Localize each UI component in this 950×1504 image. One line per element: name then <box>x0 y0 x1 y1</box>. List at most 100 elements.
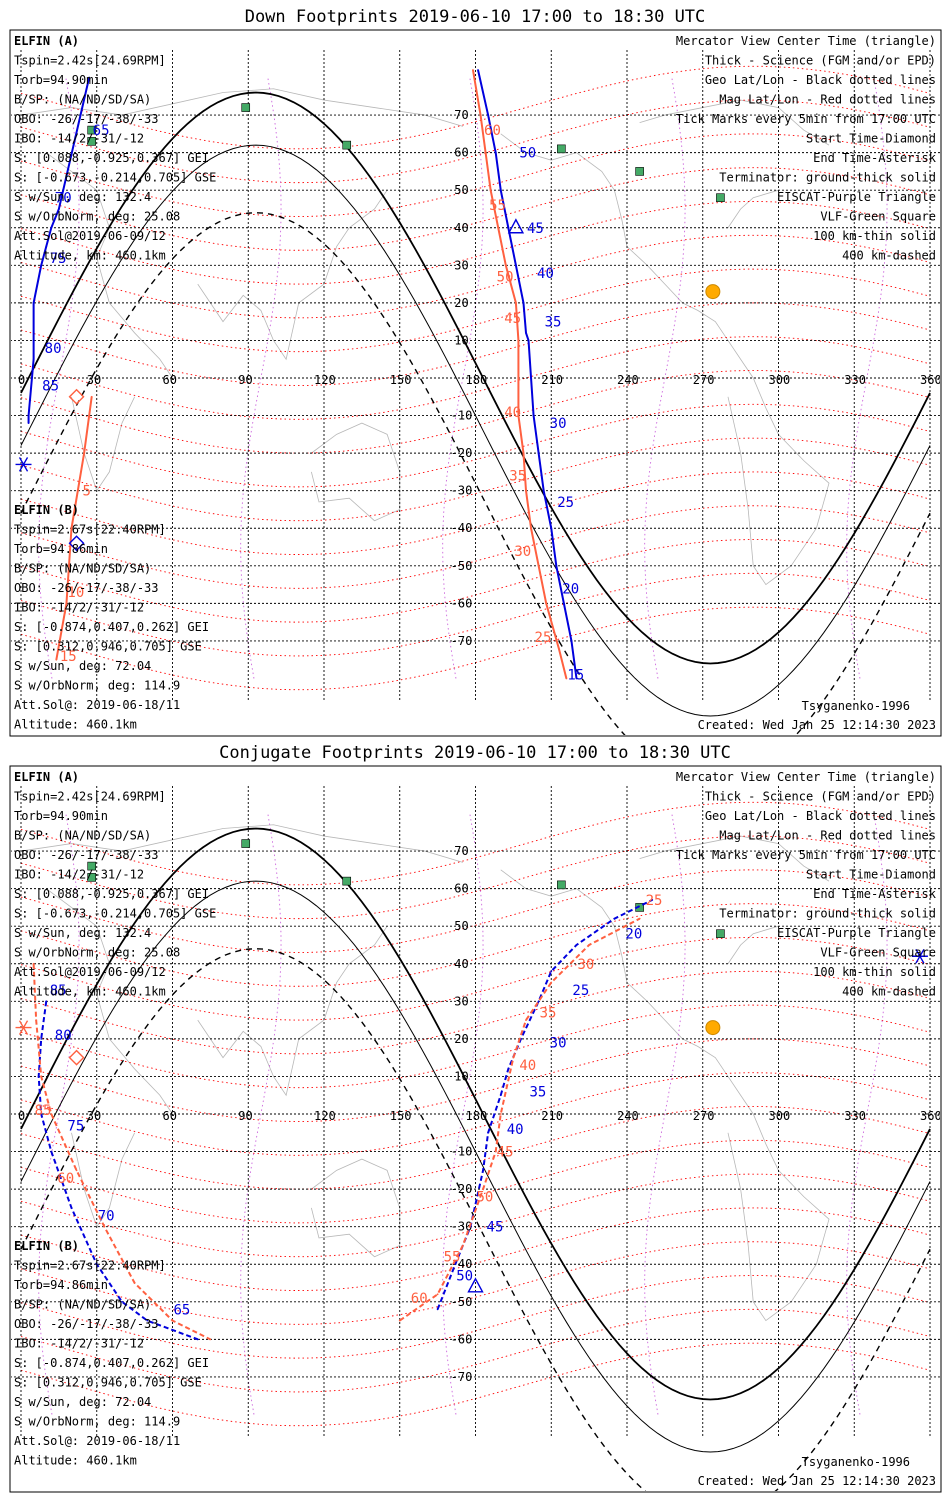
elfin-a-info-line: Att.Sol@2019-06-09/12 <box>14 965 166 979</box>
terminator-100km <box>20 880 931 1453</box>
y-tick-label: -20 <box>451 446 473 460</box>
series-point <box>45 1000 48 1003</box>
y-tick-label: 70 <box>454 844 468 858</box>
elfin-b-info-line: IBO: -14/2/-31/-12 <box>14 601 144 615</box>
end-asterisk-marker <box>18 1020 29 1035</box>
vlf-station-marker <box>342 140 352 150</box>
time-tick-label: 30 <box>514 544 531 560</box>
elfin-a-name: ELFIN (A) <box>14 770 79 784</box>
elfin-a-info-line: B/SP: (NA/ND/SD/SA) <box>14 93 151 107</box>
vlf-station-marker <box>241 839 251 848</box>
y-tick-label: -50 <box>451 1295 473 1309</box>
elfin-b-name: ELFIN (B) <box>14 1239 79 1253</box>
series-point <box>32 358 35 361</box>
mag-lat-line <box>20 268 931 353</box>
elfin-b-info-line: Tspin=2.67s[22.40RPM] <box>14 1259 166 1273</box>
coastline-5 <box>500 869 729 1077</box>
y-tick-label: -70 <box>451 1370 473 1384</box>
series-point <box>472 69 474 71</box>
elfin-a-info-line: S w/OrbNorm, deg: 25.08 <box>14 210 180 224</box>
time-tick-label: 50 <box>476 1190 493 1206</box>
time-tick-label: 20 <box>562 581 579 597</box>
series-point <box>103 1225 106 1228</box>
elfin-b-info-line: OBO: -26/-17/-38/-33 <box>14 581 159 595</box>
y-tick-label: 50 <box>454 183 468 197</box>
series-point <box>75 1169 78 1172</box>
coastline-6 <box>727 340 830 586</box>
series-elfin-a- <box>37 1001 199 1341</box>
y-tick-label: -60 <box>451 596 473 610</box>
time-tick-label: 25 <box>535 630 552 646</box>
series-point <box>550 970 553 973</box>
mag-meridian <box>644 813 686 1415</box>
series-point <box>494 151 497 154</box>
series-point <box>532 414 535 417</box>
series-point <box>545 602 548 605</box>
elfin-b-info-line: S: [-0.874,0.407,0.262] GEI <box>14 1356 209 1370</box>
info-blocks: ELFIN (A) Tspin=2.42s[24.69RPM] Torb=94.90… <box>14 770 216 1468</box>
legend-entry: Start Time-Diamond <box>806 132 936 146</box>
elfin-a-info-line: S w/Sun, deg: 132.4 <box>14 926 151 940</box>
series-point <box>57 208 60 210</box>
mag-lat-line <box>20 1308 931 1393</box>
legend-entry: Terminator: ground-thick solid <box>719 907 936 921</box>
mag-lat-line <box>20 1004 931 1089</box>
series-point <box>542 489 545 492</box>
time-tick-label: 25 <box>646 893 663 909</box>
series-point <box>40 1113 43 1115</box>
mag-lat-line <box>20 336 931 420</box>
time-tick-label: 35 <box>529 1084 546 1100</box>
x-tick-label: 210 <box>541 373 563 387</box>
legend-entry: 100 km-thin solid <box>813 229 936 243</box>
mag-meridian <box>240 77 282 679</box>
time-tick-label: 80 <box>45 341 62 357</box>
vlf-station-marker <box>635 167 644 176</box>
series-point <box>522 301 525 304</box>
series-point <box>40 1037 43 1040</box>
series-point <box>70 527 73 530</box>
legend-entry: VLF-Green Square <box>820 946 936 960</box>
x-tick-label: 30 <box>87 1109 101 1123</box>
series-point <box>70 1207 73 1209</box>
vlf-station-marker <box>342 876 352 886</box>
x-tick-label: 270 <box>693 373 715 387</box>
start-diamond-marker <box>68 388 85 405</box>
legend-entry: Start Time-Diamond <box>806 868 936 882</box>
series-point <box>555 564 558 567</box>
coastline-8 <box>727 189 779 228</box>
start-diamond-marker <box>68 535 85 552</box>
time-tick-label: 45 <box>487 1220 504 1236</box>
series-point <box>50 226 53 229</box>
coastline-2 <box>197 189 388 361</box>
mag-lat-line <box>20 370 931 454</box>
time-tick-label: 5 <box>83 484 91 500</box>
legend-entry: 400 km-dashed <box>842 249 936 263</box>
map-area: 0 30 60 90 120 150 180 210 240 270 300 330 360706050… <box>11 50 940 735</box>
x-tick-label: 120 <box>314 373 336 387</box>
mag-meridian <box>240 813 282 1415</box>
series-point <box>171 1319 174 1322</box>
series-point <box>482 1188 484 1191</box>
time-tick-label: 75 <box>50 251 67 267</box>
series-point <box>537 1000 540 1003</box>
time-tick-label: 25 <box>557 495 574 511</box>
mag-lat-line <box>20 869 931 953</box>
series-point <box>461 1244 464 1247</box>
x-tick-label: 300 <box>769 1109 791 1123</box>
elfin-b-info-line: Altitude: 460.1km <box>14 1454 137 1468</box>
time-tick-label: 75 <box>67 1118 84 1134</box>
series-point <box>522 452 525 455</box>
series-point <box>35 1019 38 1021</box>
time-tick-label: 55 <box>489 198 506 214</box>
x-tick-label: 270 <box>693 1109 715 1123</box>
series-point <box>55 658 58 661</box>
view-center-triangle <box>507 218 525 234</box>
info-blocks: ELFIN (A) Tspin=2.42s[24.69RPM] Torb=94.90… <box>14 34 216 732</box>
series-point <box>562 602 565 605</box>
time-tick-label: 40 <box>504 405 521 421</box>
series-point <box>95 1263 98 1266</box>
elfin-b-info-line: S w/OrbNorm, deg: 114.9 <box>14 679 180 693</box>
series-point <box>515 264 517 267</box>
